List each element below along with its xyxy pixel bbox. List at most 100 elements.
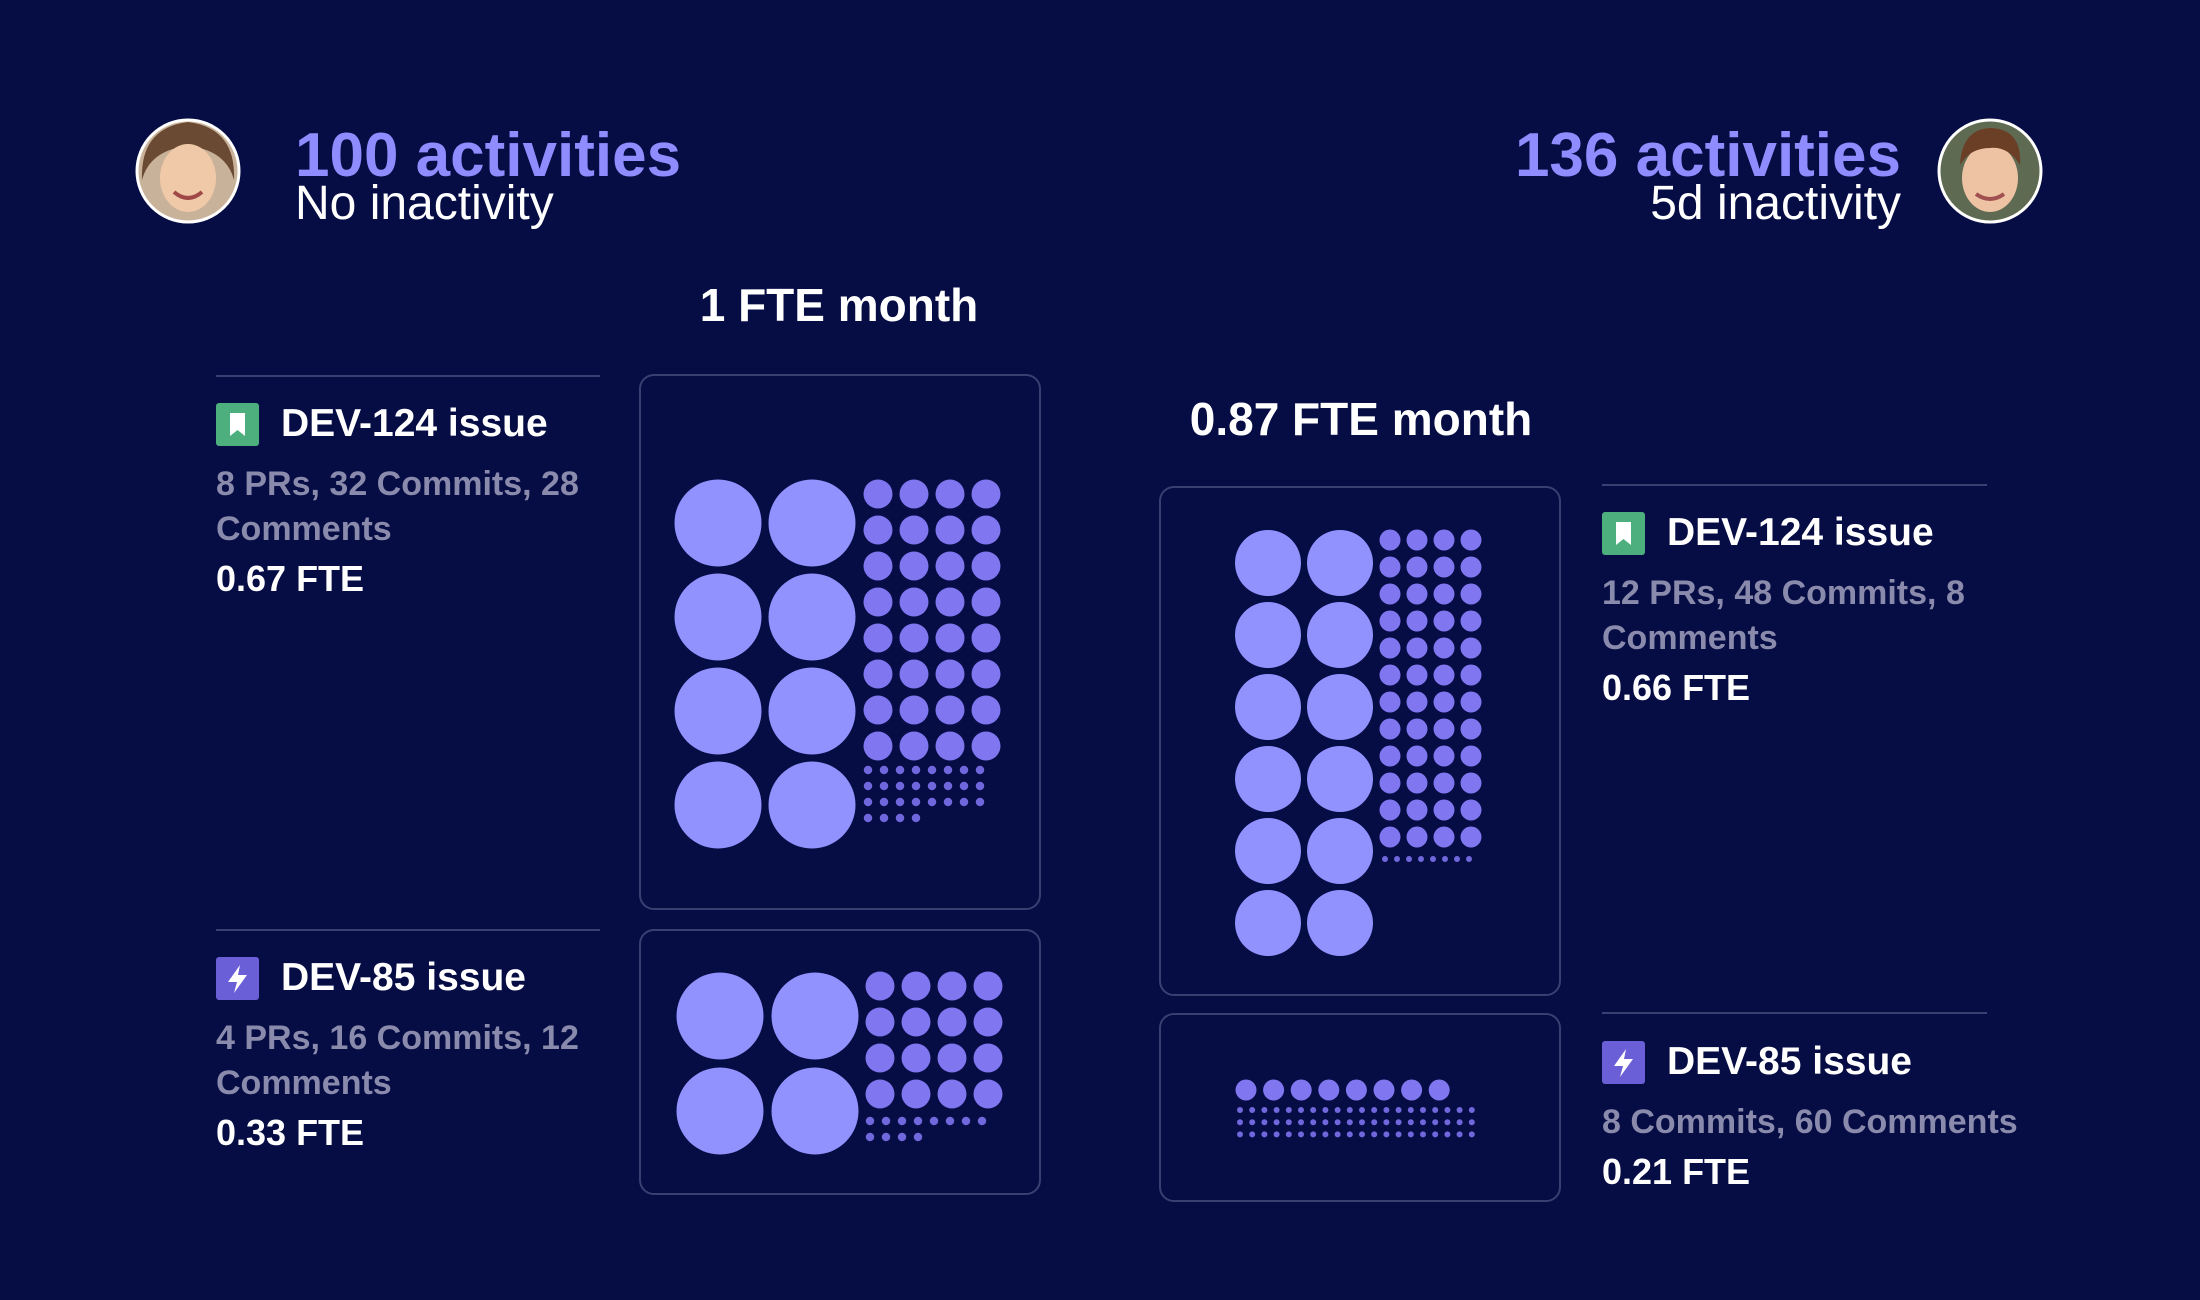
activity-dot [1433,556,1455,578]
activity-dot [971,551,1001,581]
activity-dot [927,781,937,791]
activity-dot [1395,1107,1402,1113]
activity-dot [1430,856,1436,862]
activity-dot [1433,826,1455,848]
activity-dot [768,667,856,755]
activity-dot [674,479,762,567]
activity-dot [1433,718,1455,740]
activity-dot [935,623,965,653]
activity-dot [676,1067,764,1155]
activity-dot [1406,637,1428,659]
activity-dot [977,1116,987,1126]
activity-dot [973,1043,1003,1073]
activity-dot [1373,1079,1395,1101]
issue-block: DEV-85 issue 8 Commits, 60 Comments 0.21 F… [1602,1040,2142,1195]
activity-dot [1371,1131,1378,1138]
activity-dot [1460,691,1482,713]
issue-icon [1602,511,1645,555]
activity-dot [771,972,859,1060]
activity-dot [1334,1131,1341,1138]
issue-block: DEV-124 issue 12 PRs, 48 Commits, 8 Comme… [1602,511,1987,711]
activity-dot [1359,1119,1365,1126]
activity-dot [971,659,1001,689]
stat: 4 PRs, [216,1019,320,1057]
activity-dot [1383,1119,1390,1126]
activity-dot [1460,529,1482,551]
activity-dot [1383,1107,1390,1113]
activity-dot [1334,1119,1341,1126]
activity-dot [1433,691,1455,713]
activity-dot [1407,1131,1414,1138]
activity-dot [899,623,929,653]
activity-dot [1298,1107,1304,1113]
stat: 12 Comments [216,1019,579,1102]
activity-dot [1371,1119,1378,1126]
activity-dot [937,971,967,1001]
activity-dot [1310,1107,1317,1113]
activity-dot [1406,772,1428,794]
activity-dot [1249,1119,1256,1126]
activity-dot [1307,602,1373,668]
activity-dot [1406,529,1428,551]
activity-dot [1237,1107,1243,1113]
activity-dot [1406,583,1428,605]
activity-dot [1307,530,1373,596]
activity-dot [1420,1131,1426,1138]
fte-month: 0.87 FTE month [1189,393,1533,445]
activity-dot [899,479,929,509]
activity-dot [1290,1079,1312,1101]
activity-dot [1285,1119,1292,1126]
activity-dot [935,587,965,617]
issue-stats: 12 PRs, 48 Commits, 8 Comments [1602,571,1987,661]
activity-dot [1406,718,1428,740]
activity-dot [973,971,1003,1001]
activity-dot [863,731,893,761]
activity-dot [1322,1119,1329,1126]
activity-dot [1379,529,1401,551]
stat: 12 PRs, [1602,574,1725,612]
activity-dot [937,1043,967,1073]
activity-dot [863,765,873,775]
activity-dot [1334,1107,1341,1113]
activity-dot [1322,1107,1329,1113]
activity-dot [935,479,965,509]
issue-title: DEV-85 issue [216,956,600,1000]
activity-dot [865,1007,895,1037]
activity-dot [1407,1107,1414,1113]
activity-dot [1406,745,1428,767]
activity-dot [1433,799,1455,821]
activity-dot [768,761,856,849]
activity-dot [1401,1079,1423,1101]
activity-dot [1444,1131,1451,1138]
activity-dot [911,797,921,807]
activity-dot [1379,664,1401,686]
activity-dot [863,659,893,689]
activity-dot [1433,664,1455,686]
issue-name: DEV-85 issue [281,956,526,999]
activity-dot [937,1079,967,1109]
activity-dot [1235,746,1301,812]
activity-dot [935,731,965,761]
activity-dot [1432,1107,1439,1113]
activity-dot [1460,745,1482,767]
activity-dot [1432,1119,1439,1126]
activity-dot [895,781,905,791]
stat: 8 PRs, [216,465,320,503]
activity-dot [899,587,929,617]
activity-dot [865,1043,895,1073]
activity-dot [899,551,929,581]
activity-dot [899,659,929,689]
activity-dot [1285,1131,1292,1138]
activity-dot [1359,1107,1365,1113]
issue-block: DEV-124 issue 8 PRs, 32 Commits, 28 Comme… [216,402,600,602]
activity-dot [1359,1131,1365,1138]
activity-dot [971,587,1001,617]
activity-dot [899,515,929,545]
activity-dot [1235,818,1301,884]
activity-dot [1406,691,1428,713]
activity-dot [959,781,969,791]
issue-fte: 0.33 FTE [216,1112,365,1153]
activity-dot [1468,1119,1475,1126]
